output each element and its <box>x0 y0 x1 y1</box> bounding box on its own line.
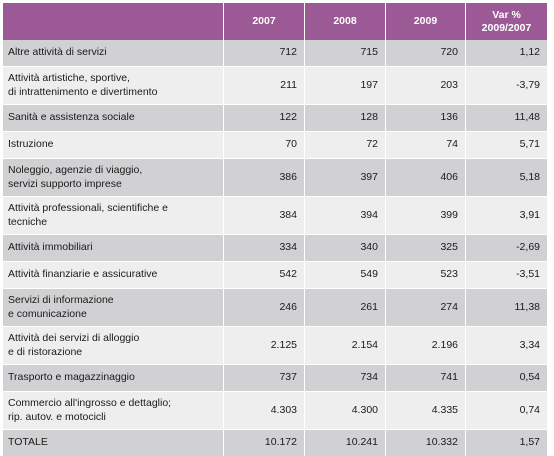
cell-var: 11,38 <box>466 289 548 327</box>
cell-2009: 136 <box>386 105 466 132</box>
cell-var: 3,34 <box>466 327 548 365</box>
cell-2009: 325 <box>386 235 466 262</box>
cell-2008: 549 <box>305 262 386 289</box>
cell-2008: 715 <box>305 40 386 67</box>
cell-2008: 261 <box>305 289 386 327</box>
cell-var: 0,74 <box>466 392 548 430</box>
table-row: Altre attività di servizi 712 715 720 1,12 <box>3 40 548 67</box>
cell-2007: 712 <box>224 40 305 67</box>
table-row: Trasporto e magazzinaggio 737 734 741 0,54 <box>3 365 548 392</box>
cell-2007: 10.172 <box>224 430 305 456</box>
table-row: Attività professionali, scientifiche e t… <box>3 197 548 235</box>
cell-2009: 274 <box>386 289 466 327</box>
row-label: Attività artistiche, sportive, di intrat… <box>3 67 224 105</box>
cell-2009: 406 <box>386 159 466 197</box>
cell-2007: 4.303 <box>224 392 305 430</box>
table-row: Commercio all'ingrosso e dettaglio; rip.… <box>3 392 548 430</box>
cell-2007: 384 <box>224 197 305 235</box>
cell-2007: 542 <box>224 262 305 289</box>
row-label: Attività dei servizi di alloggio e di ri… <box>3 327 224 365</box>
table-row: TOTALE 10.172 10.241 10.332 1,57 <box>3 430 548 456</box>
table-row: Servizi di informazione e comunicazione 2… <box>3 289 548 327</box>
cell-2009: 203 <box>386 67 466 105</box>
cell-2009: 10.332 <box>386 430 466 456</box>
cell-2007: 246 <box>224 289 305 327</box>
table-row: Attività artistiche, sportive, di intrat… <box>3 67 548 105</box>
table-row: Attività dei servizi di alloggio e di ri… <box>3 327 548 365</box>
cell-2009: 4.335 <box>386 392 466 430</box>
cell-2007: 70 <box>224 132 305 159</box>
row-label: Commercio all'ingrosso e dettaglio; rip.… <box>3 392 224 430</box>
cell-var: -3,79 <box>466 67 548 105</box>
cell-2007: 386 <box>224 159 305 197</box>
row-label: Trasporto e magazzinaggio <box>3 365 224 392</box>
cell-var: 1,12 <box>466 40 548 67</box>
row-label: Sanità e assistenza sociale <box>3 105 224 132</box>
row-label: Attività immobiliari <box>3 235 224 262</box>
cell-var: 11,48 <box>466 105 548 132</box>
cell-2009: 523 <box>386 262 466 289</box>
cell-2008: 128 <box>305 105 386 132</box>
cell-var: 5,18 <box>466 159 548 197</box>
cell-2007: 2.125 <box>224 327 305 365</box>
cell-2008: 4.300 <box>305 392 386 430</box>
row-label: TOTALE <box>3 430 224 456</box>
table-row: Sanità e assistenza sociale 122 128 136 11,4… <box>3 105 548 132</box>
cell-var: -2,69 <box>466 235 548 262</box>
cell-2007: 211 <box>224 67 305 105</box>
cell-2009: 741 <box>386 365 466 392</box>
cell-2009: 74 <box>386 132 466 159</box>
cell-2009: 399 <box>386 197 466 235</box>
cell-2009: 2.196 <box>386 327 466 365</box>
table-row: Noleggio, agenzie di viaggio, servizi su… <box>3 159 548 197</box>
cell-2008: 72 <box>305 132 386 159</box>
cell-2007: 122 <box>224 105 305 132</box>
row-label: Altre attività di servizi <box>3 40 224 67</box>
data-table: 2007 2008 2009 Var % 2009/2007 Altre att… <box>3 3 548 456</box>
cell-2007: 334 <box>224 235 305 262</box>
cell-2007: 737 <box>224 365 305 392</box>
header-2008: 2008 <box>305 3 386 40</box>
cell-2008: 2.154 <box>305 327 386 365</box>
cell-var: 0,54 <box>466 365 548 392</box>
cell-var: -3,51 <box>466 262 548 289</box>
cell-2009: 720 <box>386 40 466 67</box>
header-label-col <box>3 3 224 40</box>
row-label: Servizi di informazione e comunicazione <box>3 289 224 327</box>
table-row: Istruzione 70 72 74 5,71 <box>3 132 548 159</box>
header-row: 2007 2008 2009 Var % 2009/2007 <box>3 3 548 40</box>
header-2007: 2007 <box>224 3 305 40</box>
cell-var: 1,57 <box>466 430 548 456</box>
cell-var: 3,91 <box>466 197 548 235</box>
table-row: Attività finanziarie e assicurative 542 54… <box>3 262 548 289</box>
cell-2008: 10.241 <box>305 430 386 456</box>
cell-2008: 734 <box>305 365 386 392</box>
header-2009: 2009 <box>386 3 466 40</box>
cell-2008: 340 <box>305 235 386 262</box>
cell-2008: 394 <box>305 197 386 235</box>
header-var: Var % 2009/2007 <box>466 3 548 40</box>
row-label: Noleggio, agenzie di viaggio, servizi su… <box>3 159 224 197</box>
cell-var: 5,71 <box>466 132 548 159</box>
row-label: Attività finanziarie e assicurative <box>3 262 224 289</box>
row-label: Attività professionali, scientifiche e t… <box>3 197 224 235</box>
row-label: Istruzione <box>3 132 224 159</box>
cell-2008: 197 <box>305 67 386 105</box>
cell-2008: 397 <box>305 159 386 197</box>
table-row: Attività immobiliari 334 340 325 -2,69 <box>3 235 548 262</box>
